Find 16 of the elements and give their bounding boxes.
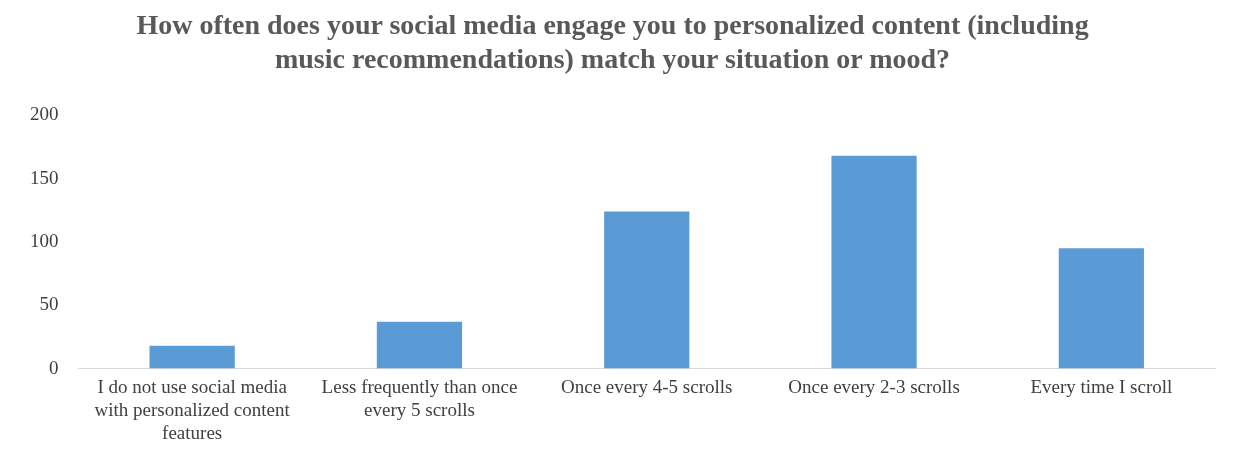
x-tick-label: Once every 4-5 scrolls — [561, 375, 733, 397]
x-tick-label: Once every 2-3 scrolls — [788, 375, 960, 397]
bar — [604, 211, 690, 369]
x-tick-label: I do not use social media with personalized content features — [94, 375, 291, 443]
x-tick-label: Every time I scroll — [1030, 375, 1173, 397]
y-tick-label: 100 — [30, 229, 59, 251]
chart-title: How often does your social media engage you to personalized content (including music recommendations) match your situation or mood? — [136, 9, 1089, 74]
bar — [831, 155, 917, 369]
x-tick-label: Less frequently than once every 5 scrolls — [321, 375, 518, 420]
y-tick-label: 50 — [39, 293, 59, 315]
bar — [149, 345, 235, 369]
y-tick-label: 0 — [49, 356, 59, 378]
bar — [1058, 248, 1144, 369]
y-tick-label: 200 — [30, 103, 59, 125]
y-tick-label: 150 — [30, 166, 59, 188]
bar — [376, 321, 463, 369]
